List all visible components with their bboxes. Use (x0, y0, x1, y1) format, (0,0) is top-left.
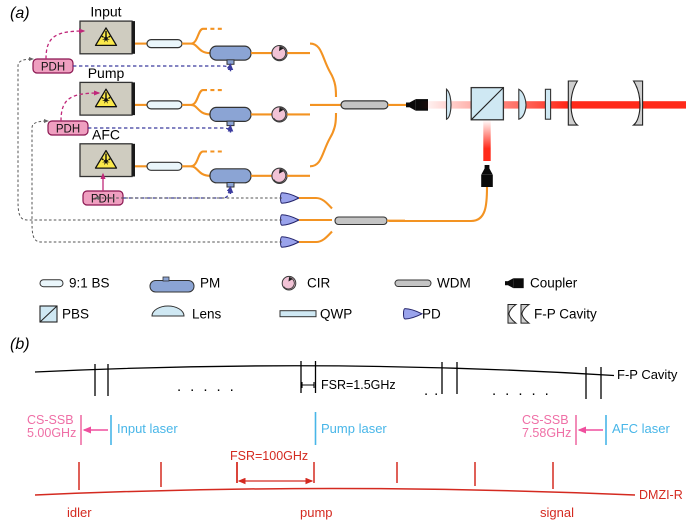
svg-text:PD: PD (422, 307, 441, 322)
svg-text:idler: idler (67, 505, 92, 520)
svg-text:pump: pump (300, 505, 333, 520)
svg-text:F-P Cavity: F-P Cavity (617, 367, 678, 382)
svg-text:FSR=100GHz: FSR=100GHz (230, 449, 308, 463)
svg-text:.....: ..... (492, 382, 558, 399)
svg-text:QWP: QWP (320, 307, 352, 322)
svg-text:7.58GHz: 7.58GHz (522, 426, 571, 440)
svg-text:(a): (a) (10, 5, 30, 22)
svg-text:Pump laser: Pump laser (321, 421, 387, 436)
svg-text:Coupler: Coupler (530, 276, 578, 291)
svg-text:Pump: Pump (88, 65, 125, 81)
svg-text:Lens: Lens (192, 307, 222, 322)
svg-text:PBS: PBS (62, 307, 89, 322)
svg-text:9:1 BS: 9:1 BS (69, 276, 110, 291)
svg-text:CS-SSB: CS-SSB (27, 413, 74, 427)
svg-text:Input: Input (90, 4, 121, 20)
svg-text:CIR: CIR (307, 276, 331, 291)
svg-text:..: .. (424, 382, 444, 399)
svg-text:Input laser: Input laser (117, 421, 178, 436)
svg-text:AFC laser: AFC laser (612, 421, 670, 436)
svg-text:5.00GHz: 5.00GHz (27, 426, 76, 440)
svg-text:WDM: WDM (437, 276, 471, 291)
svg-text:PM: PM (200, 276, 220, 291)
svg-text:FSR=1.5GHz: FSR=1.5GHz (321, 378, 396, 392)
svg-text:DMZI-R: DMZI-R (639, 488, 683, 502)
svg-text:(b): (b) (10, 336, 30, 353)
svg-text:F-P Cavity: F-P Cavity (534, 307, 597, 322)
svg-text:CS-SSB: CS-SSB (522, 413, 569, 427)
svg-text:.....: ..... (177, 378, 243, 395)
svg-text:AFC: AFC (92, 126, 120, 142)
svg-text:signal: signal (540, 505, 574, 520)
